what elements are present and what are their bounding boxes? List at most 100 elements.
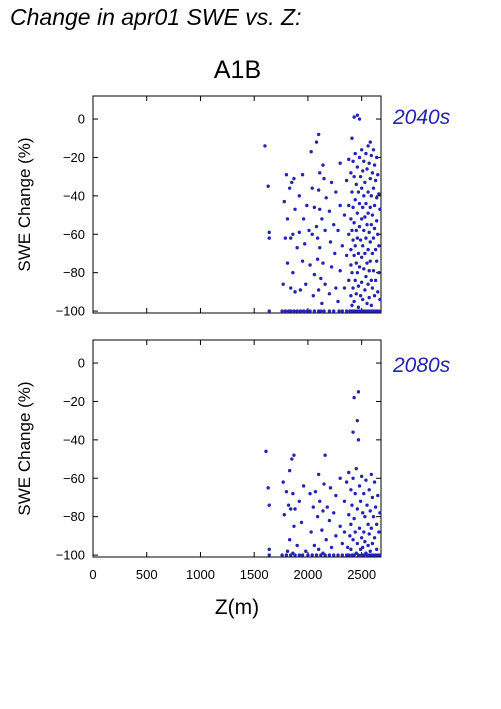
data-point [293, 553, 297, 557]
data-point [347, 232, 351, 236]
data-point [303, 242, 307, 246]
data-point [267, 236, 271, 240]
data-point [312, 309, 317, 313]
data-point [284, 490, 289, 494]
data-point [304, 549, 308, 553]
data-point [356, 305, 361, 309]
data-point [320, 301, 324, 306]
data-point [357, 526, 362, 530]
data-point [266, 486, 270, 490]
data-point [307, 228, 311, 233]
data-point [377, 530, 381, 534]
data-point [355, 236, 360, 240]
data-point [290, 180, 294, 185]
data-point [359, 148, 364, 152]
data-point [352, 395, 356, 400]
data-point [371, 236, 376, 240]
data-point [301, 484, 306, 488]
data-point [327, 209, 332, 213]
data-point [338, 203, 342, 208]
data-point [353, 197, 357, 202]
data-point [349, 217, 353, 221]
data-point [371, 148, 376, 152]
data-point [334, 493, 338, 498]
data-point [368, 140, 372, 144]
data-point [357, 117, 362, 121]
data-point [366, 190, 370, 194]
data-point [283, 236, 288, 240]
data-point [347, 553, 351, 557]
data-point [311, 294, 315, 298]
data-point [301, 309, 306, 313]
data-point [354, 292, 358, 296]
data-point [293, 507, 297, 511]
plot-frame [92, 95, 382, 314]
data-point [329, 180, 334, 185]
data-point [336, 553, 340, 557]
data-point [300, 173, 305, 177]
data-point [308, 309, 312, 313]
data-point [344, 480, 349, 484]
data-point [338, 269, 342, 273]
data-point [316, 288, 321, 292]
data-point [353, 278, 357, 283]
data-point [373, 247, 378, 252]
data-point [267, 230, 271, 235]
data-point [291, 270, 295, 275]
panel-label-2080s: 2080s [393, 354, 451, 377]
y-tick-label: −40 [63, 432, 85, 447]
data-point [355, 507, 360, 511]
data-point [377, 192, 381, 196]
data-point [289, 286, 293, 290]
data-point [309, 530, 313, 534]
data-point [336, 228, 340, 233]
data-point [311, 505, 315, 509]
data-point [378, 207, 382, 212]
data-point [366, 282, 370, 286]
data-point [353, 530, 357, 534]
y-tick-label: 0 [78, 356, 85, 371]
data-point [347, 157, 351, 162]
data-point [369, 303, 374, 308]
data-point [337, 309, 341, 313]
data-point [289, 507, 293, 511]
data-point [364, 151, 368, 156]
data-point [321, 261, 325, 265]
data-point [368, 240, 372, 244]
data-point [351, 238, 355, 242]
data-point [298, 309, 303, 313]
data-point [292, 176, 296, 181]
data-point [282, 199, 286, 204]
x-tick-label: 1000 [186, 567, 215, 582]
data-point [365, 222, 369, 227]
data-point [350, 190, 354, 194]
data-point [372, 226, 377, 231]
data-point [363, 539, 367, 544]
data-point [362, 228, 366, 233]
data-point [338, 524, 342, 528]
scenario-title: A1B [213, 56, 262, 84]
data-point [280, 309, 284, 313]
data-point [315, 236, 320, 240]
data-point [378, 553, 382, 557]
data-point [362, 491, 366, 496]
data-point [333, 251, 337, 256]
y-tick-label: −100 [56, 548, 85, 563]
data-point [359, 255, 364, 260]
data-point [356, 553, 361, 557]
data-point [375, 259, 379, 263]
data-point [314, 140, 319, 144]
data-point [370, 171, 375, 175]
y-tick-label: −20 [63, 150, 85, 165]
data-point [316, 132, 321, 137]
x-tick-label: 2500 [347, 567, 376, 582]
data-point [284, 553, 289, 557]
data-point [368, 205, 372, 210]
data-point [372, 203, 377, 208]
data-point [361, 169, 365, 173]
data-point [375, 547, 379, 552]
data-point [322, 309, 326, 313]
data-point [358, 294, 363, 298]
data-point [368, 549, 372, 553]
data-point [342, 530, 347, 534]
